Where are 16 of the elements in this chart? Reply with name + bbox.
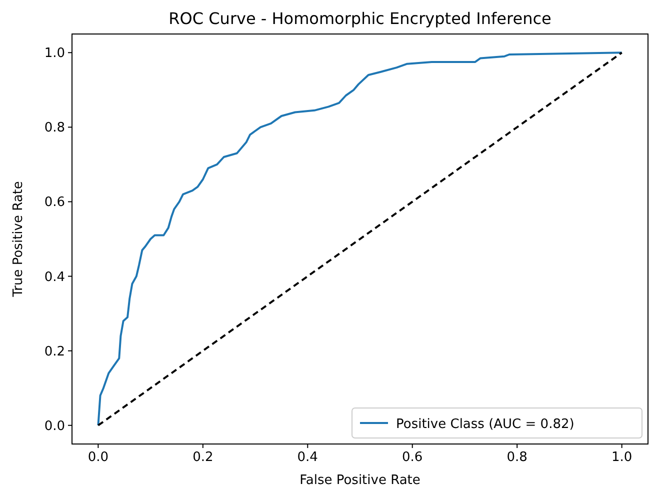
y-tick-label: 1.0 <box>44 46 65 62</box>
x-tick-label: 0.2 <box>192 450 214 465</box>
x-axis-title: False Positive Rate <box>300 473 420 488</box>
x-tick-label: 0.8 <box>506 450 528 465</box>
chart-title: ROC Curve - Homomorphic Encrypted Inference <box>168 9 552 28</box>
x-tick-label: 0.6 <box>402 450 423 465</box>
y-axis-title: True Positive Rate <box>11 181 26 298</box>
x-tick-label: 0.0 <box>88 450 109 465</box>
y-tick-label: 0.6 <box>44 195 65 210</box>
y-tick-label: 0.2 <box>44 344 65 360</box>
y-tick-label: 0.0 <box>44 418 65 434</box>
x-tick-label: 1.0 <box>611 450 632 465</box>
x-tick-label: 0.4 <box>297 450 318 465</box>
y-tick-label: 0.4 <box>44 270 65 285</box>
y-tick-label: 0.8 <box>44 120 65 136</box>
legend-label: Positive Class (AUC = 0.82) <box>396 417 574 432</box>
